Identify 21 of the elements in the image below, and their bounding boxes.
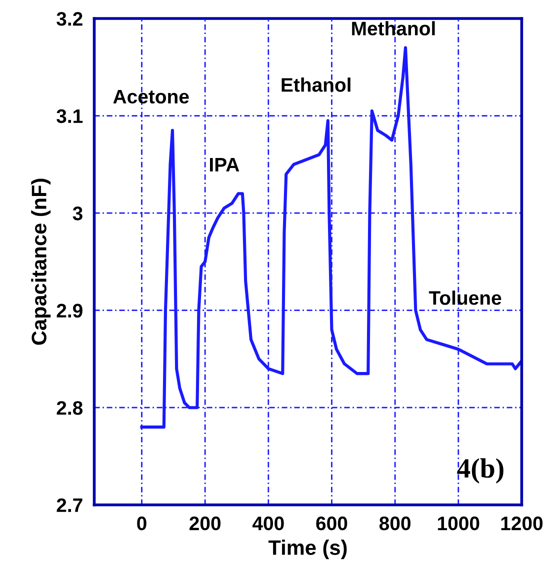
x-tick-label: 800 <box>379 516 410 530</box>
annotation: Toluene <box>428 290 502 305</box>
x-tick-label: 400 <box>252 516 284 530</box>
annotation: Ethanol <box>282 78 350 92</box>
y-tick-label: 2.7 <box>56 498 82 512</box>
y-tick-label: 3.1 <box>56 109 83 124</box>
y-tick-label: 2.9 <box>56 304 82 318</box>
y-tick-label: 2.8 <box>56 401 83 415</box>
annotation: Methanol <box>352 21 435 36</box>
x-tick-label: 1200 <box>501 516 543 530</box>
annotation: Acetone <box>113 90 189 104</box>
y-axis-title: Capacitance (nF) <box>31 178 51 345</box>
annotation: 4(b) <box>457 458 504 484</box>
x-tick-label: 0 <box>137 516 146 530</box>
y-tick-label: 3 <box>72 206 82 220</box>
y-tick-label: 3.2 <box>56 12 82 26</box>
x-tick-label: 200 <box>190 516 220 530</box>
x-tick-label: 600 <box>316 516 348 530</box>
x-axis-title: Time (s) <box>268 540 347 560</box>
x-tick-label: 1000 <box>438 516 480 530</box>
annotation: IPA <box>210 158 240 172</box>
